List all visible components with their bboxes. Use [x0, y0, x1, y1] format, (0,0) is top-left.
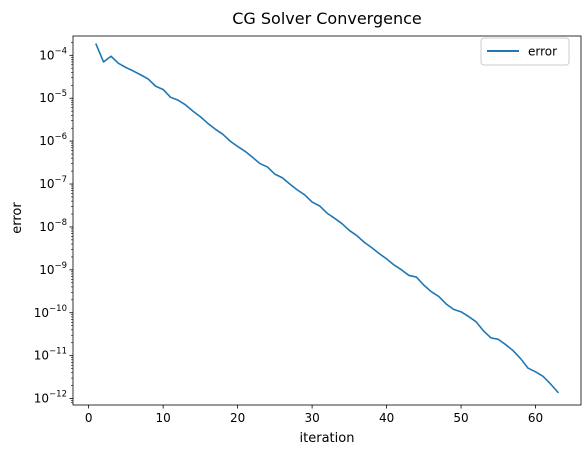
y-tick-exponent: −11	[49, 347, 67, 357]
y-tick-base: 10	[34, 306, 49, 320]
x-tick-label: 40	[379, 411, 394, 425]
y-axis-label: error	[10, 202, 25, 234]
y-tick-exponent: −5	[54, 89, 67, 99]
plot-background	[73, 36, 581, 405]
y-tick-base: 10	[39, 48, 54, 62]
y-tick-base: 10	[39, 134, 54, 148]
y-tick-label: 10−7	[39, 175, 67, 191]
y-tick-base: 10	[34, 392, 49, 406]
legend-label: error	[528, 45, 557, 59]
y-tick-base: 10	[39, 263, 54, 277]
x-tick-label: 20	[230, 411, 245, 425]
y-tick-exponent: −10	[49, 304, 67, 314]
y-tick-label: 10−9	[39, 261, 67, 277]
y-tick-base: 10	[39, 91, 54, 105]
y-tick-exponent: −8	[54, 218, 67, 228]
y-tick-label: 10−5	[39, 89, 67, 105]
x-axis: 0 10 20 30 40 50 60	[85, 405, 543, 425]
legend: error	[480, 37, 570, 66]
series-layer	[95, 43, 560, 394]
x-tick-label: 60	[528, 411, 543, 425]
y-tick-label: 10−6	[39, 132, 67, 148]
chart-title: CG Solver Convergence	[232, 9, 422, 28]
y-tick-exponent: −4	[54, 46, 67, 56]
y-tick-base: 10	[39, 220, 54, 234]
y-tick-exponent: −7	[54, 175, 67, 185]
plot-frame	[72, 35, 582, 406]
y-tick-base: 10	[39, 177, 54, 191]
x-tick-label: 30	[304, 411, 319, 425]
x-axis-label: iteration	[300, 431, 355, 446]
y-tick-exponent: −9	[54, 261, 67, 271]
y-tick-label: 10−4	[39, 46, 67, 62]
y-tick-label: 10−8	[39, 218, 67, 234]
plot-area: 0 10 20 30 40 50 60 10−1210−1110−1010−910−810−…	[34, 35, 582, 425]
y-tick-exponent: −12	[49, 390, 67, 400]
y-tick-exponent: −6	[54, 132, 67, 142]
x-tick-label: 0	[85, 411, 93, 425]
legend-box	[480, 37, 570, 66]
y-tick-label: 10−11	[34, 347, 67, 363]
series-line-error	[95, 43, 560, 394]
x-tick-label: 10	[155, 411, 170, 425]
y-tick-label: 10−10	[34, 304, 67, 320]
y-tick-label: 10−12	[34, 390, 67, 406]
x-tick-label: 50	[453, 411, 468, 425]
y-tick-base: 10	[34, 349, 49, 363]
